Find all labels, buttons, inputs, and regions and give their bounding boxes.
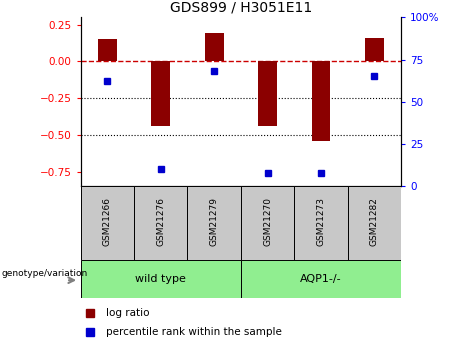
Bar (365, 38, 384, 61)
Bar (134, 186, 188, 260)
Bar (98, 39, 117, 61)
Bar (294, 186, 348, 260)
Text: genotype/variation: genotype/variation (1, 269, 88, 278)
Bar (241, 260, 401, 298)
Text: GSM21273: GSM21273 (316, 197, 325, 246)
Bar (205, 33, 224, 61)
Bar (348, 186, 401, 260)
Bar (312, 61, 331, 141)
Text: AQP1-/-: AQP1-/- (300, 275, 342, 284)
Bar (258, 61, 277, 126)
Bar (241, 186, 294, 260)
Text: percentile rank within the sample: percentile rank within the sample (106, 327, 282, 337)
Text: GSM21270: GSM21270 (263, 197, 272, 246)
Text: GSM21266: GSM21266 (103, 197, 112, 246)
Bar (81, 186, 134, 260)
Text: log ratio: log ratio (106, 308, 150, 318)
Text: GSM21282: GSM21282 (370, 197, 379, 246)
Bar (81, 260, 241, 298)
Title: GDS899 / H3051E11: GDS899 / H3051E11 (170, 1, 312, 15)
Text: wild type: wild type (136, 275, 186, 284)
Bar (188, 186, 241, 260)
Text: GSM21279: GSM21279 (210, 197, 219, 246)
Bar (151, 61, 170, 126)
Text: GSM21276: GSM21276 (156, 197, 165, 246)
